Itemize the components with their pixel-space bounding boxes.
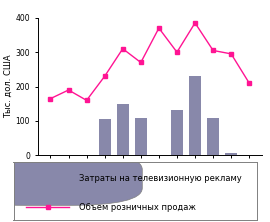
Bar <box>171 110 183 155</box>
Y-axis label: Тыс. дол. США: Тыс. дол. США <box>4 55 13 118</box>
FancyBboxPatch shape <box>0 152 142 205</box>
Bar <box>225 153 237 155</box>
Bar <box>135 118 147 155</box>
Text: Затраты на телевизионную рекламу: Затраты на телевизионную рекламу <box>79 174 242 183</box>
Bar <box>189 76 201 155</box>
X-axis label: Месяц: Месяц <box>136 175 164 184</box>
Text: Объем розничных продаж: Объем розничных продаж <box>79 203 196 212</box>
Bar <box>99 119 110 155</box>
Bar <box>117 105 129 155</box>
Bar <box>207 118 219 155</box>
